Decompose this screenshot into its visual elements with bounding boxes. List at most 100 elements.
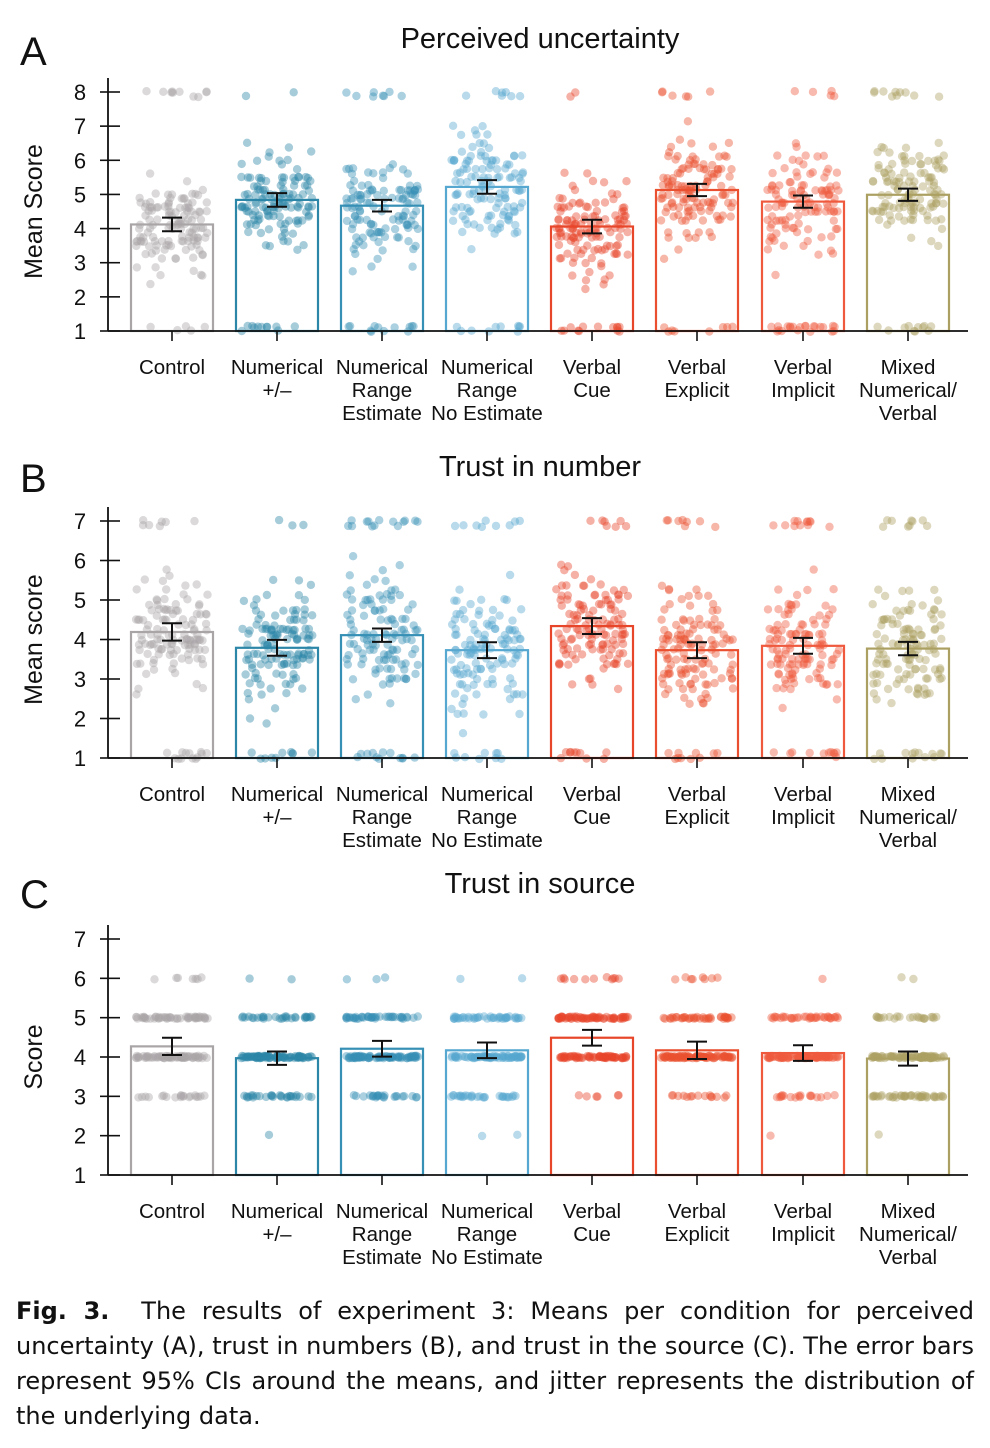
data-point [252, 620, 261, 629]
data-point [889, 177, 899, 186]
data-point [370, 575, 379, 584]
data-point [718, 211, 727, 220]
data-point [879, 650, 888, 659]
data-point [202, 610, 211, 619]
data-point [493, 225, 502, 234]
data-point [609, 194, 618, 204]
data-point [154, 1052, 163, 1062]
data-point [595, 1052, 604, 1061]
data-point [285, 1091, 294, 1101]
data-point [503, 1052, 513, 1061]
data-point [379, 655, 389, 665]
data-point [133, 615, 143, 624]
data-point [515, 634, 524, 644]
data-point [922, 689, 931, 698]
x-tick-label-line: Verbal [879, 829, 937, 852]
data-point [375, 664, 384, 673]
data-point [366, 220, 376, 229]
data-point [467, 1092, 476, 1101]
data-point [599, 280, 608, 289]
data-point [788, 660, 797, 669]
data-point [676, 635, 685, 644]
data-point [706, 1013, 715, 1022]
data-point [894, 203, 904, 213]
data-point [674, 203, 684, 212]
data-point [257, 690, 266, 699]
data-point [672, 620, 681, 630]
data-point [195, 207, 205, 217]
data-point [618, 203, 627, 213]
data-point [685, 156, 695, 165]
data-point [505, 626, 514, 635]
data-point [473, 1013, 482, 1022]
data-point [877, 142, 886, 152]
data-point [388, 1052, 397, 1062]
data-point [880, 634, 889, 643]
data-point [818, 323, 828, 332]
data-point [766, 1131, 775, 1140]
data-point [712, 211, 722, 221]
data-point [250, 673, 260, 683]
data-point [714, 215, 723, 224]
data-point [696, 620, 705, 630]
data-point [396, 1053, 405, 1062]
data-point [586, 575, 596, 584]
x-tick-label-line: Range [457, 1223, 517, 1246]
data-point [607, 645, 616, 654]
data-point [358, 1053, 368, 1062]
data-point [194, 1013, 204, 1023]
data-point [505, 1012, 514, 1021]
data-point [510, 151, 519, 161]
data-point [618, 1014, 628, 1023]
data-point [380, 973, 390, 982]
data-point [727, 674, 737, 683]
data-point [919, 664, 928, 674]
data-point [602, 521, 611, 531]
data-point [166, 605, 175, 615]
data-point [928, 749, 937, 759]
data-point [899, 629, 909, 638]
data-point [603, 595, 613, 605]
data-point [500, 639, 509, 649]
data-point [479, 710, 488, 719]
data-point [167, 639, 176, 649]
data-point [492, 203, 501, 213]
data-point [375, 516, 384, 525]
data-point [261, 203, 270, 212]
data-point [190, 645, 200, 655]
data-point [407, 636, 416, 645]
data-point [365, 1091, 375, 1100]
data-point [300, 181, 310, 190]
data-point [363, 595, 372, 605]
data-point [298, 216, 307, 225]
data-point [268, 640, 277, 649]
data-point [131, 615, 141, 624]
data-point [787, 630, 796, 639]
data-point [937, 215, 946, 224]
data-point [717, 181, 726, 191]
data-point [154, 605, 164, 614]
x-tick-label-line: Verbal [668, 1200, 726, 1223]
data-point [609, 1013, 619, 1022]
data-point [189, 92, 198, 101]
data-point [675, 135, 685, 144]
data-point [453, 1092, 463, 1101]
data-point [903, 522, 913, 531]
data-point [691, 155, 700, 164]
data-point [500, 659, 509, 669]
x-tick-label-line: No Estimate [431, 829, 543, 852]
x-tick-label: Numerical Range No Estimate [431, 783, 543, 852]
data-point [286, 615, 295, 625]
data-point [342, 216, 352, 226]
data-point [350, 212, 360, 221]
data-point [566, 92, 575, 101]
data-point [565, 609, 574, 619]
data-point [156, 645, 166, 654]
data-point [400, 665, 409, 674]
data-point [158, 1092, 167, 1101]
data-point [573, 614, 582, 624]
data-point [275, 156, 284, 165]
data-point [394, 1053, 403, 1062]
data-point [781, 620, 790, 629]
data-point [679, 616, 689, 625]
